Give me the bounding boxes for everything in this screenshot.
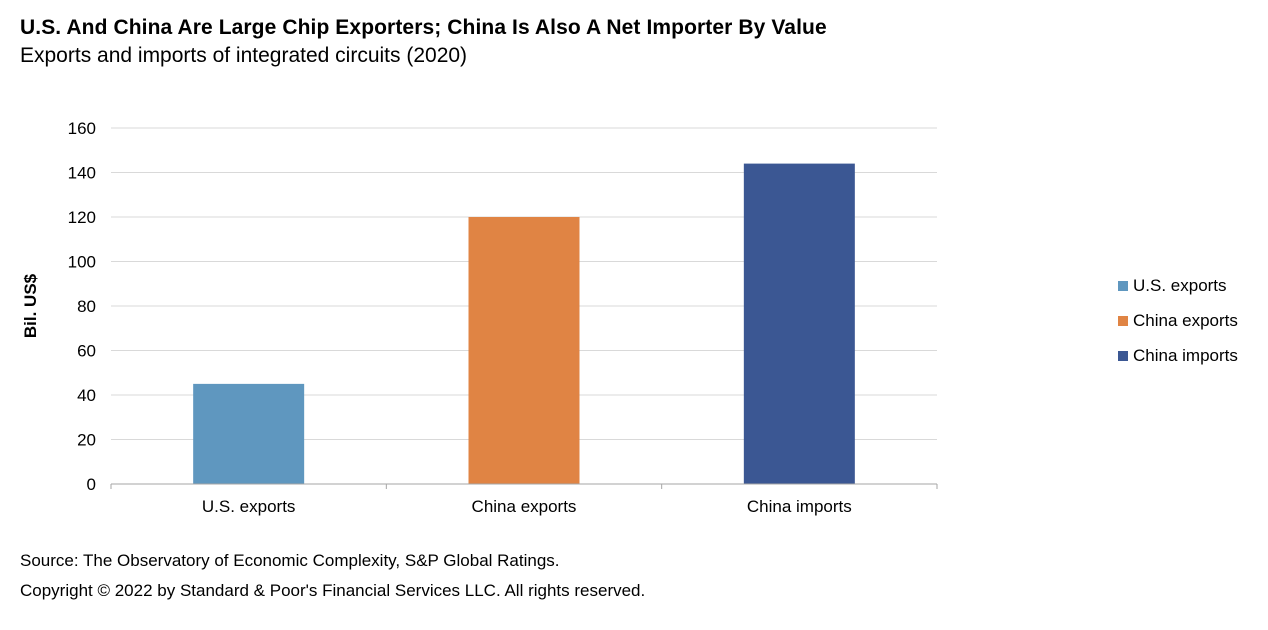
bar	[743, 163, 855, 484]
legend-swatch	[1118, 280, 1128, 291]
legend-item-us-exports: U.S. exports	[1118, 268, 1238, 303]
y-tick-label: 40	[77, 386, 96, 405]
legend-label: China exports	[1133, 310, 1238, 330]
bar	[468, 217, 580, 484]
chart-subtitle: Exports and imports of integrated circui…	[20, 44, 468, 67]
y-tick-label: 100	[68, 253, 96, 272]
legend-label: China imports	[1133, 345, 1238, 365]
legend-item-china-exports: China exports	[1118, 303, 1238, 338]
y-tick-label: 80	[77, 297, 96, 316]
x-tick-label: China imports	[747, 497, 852, 516]
legend: U.S. exports China exports China imports	[1118, 268, 1238, 373]
copyright-note: Copyright © 2022 by Standard & Poor's Fi…	[20, 581, 646, 600]
source-note: Source: The Observatory of Economic Comp…	[20, 551, 560, 570]
x-tick-label: China exports	[472, 497, 577, 516]
y-tick-label: 20	[77, 431, 96, 450]
y-tick-label: 160	[68, 119, 96, 138]
y-tick-label: 60	[77, 342, 96, 361]
bars	[193, 163, 855, 484]
legend-label: U.S. exports	[1133, 275, 1227, 295]
legend-swatch	[1118, 315, 1128, 326]
y-tick-label: 140	[68, 164, 96, 183]
bar	[193, 383, 305, 484]
legend-swatch	[1118, 350, 1128, 361]
x-tick-label: U.S. exports	[202, 497, 296, 516]
legend-item-china-imports: China imports	[1118, 338, 1238, 373]
y-tick-label: 120	[68, 208, 96, 227]
y-tick-label: 0	[87, 475, 96, 494]
axes: 0 20 40 60 80 100 120 140 160 U.S. exports China e…	[68, 119, 938, 516]
chart-title: U.S. And China Are Large Chip Exporters;…	[20, 16, 827, 39]
y-axis-label: Bil. US$	[21, 273, 40, 338]
